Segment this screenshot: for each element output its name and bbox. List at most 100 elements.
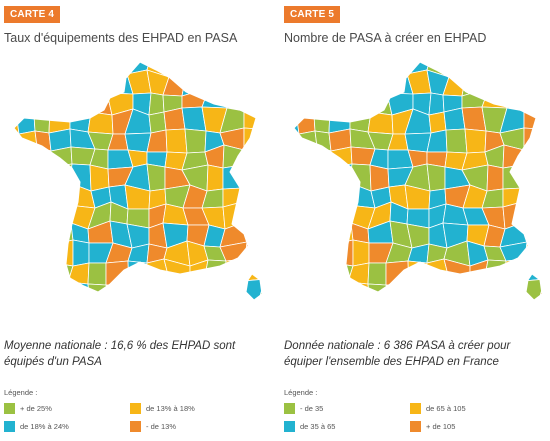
department-region bbox=[30, 223, 56, 246]
department-region bbox=[242, 62, 262, 77]
department-region bbox=[50, 182, 71, 209]
department-region bbox=[14, 202, 39, 225]
department-region bbox=[259, 144, 262, 170]
department-region bbox=[165, 128, 188, 154]
department-region bbox=[241, 201, 262, 223]
department-region bbox=[14, 146, 38, 170]
department-region bbox=[29, 89, 58, 116]
department-region bbox=[89, 164, 110, 192]
department-region bbox=[466, 277, 489, 300]
department-region bbox=[500, 71, 526, 89]
department-region bbox=[367, 283, 392, 300]
department-region bbox=[68, 68, 93, 96]
department-region bbox=[538, 183, 542, 211]
department-region bbox=[294, 223, 317, 243]
department-region bbox=[294, 68, 315, 96]
department-region bbox=[521, 164, 542, 189]
department-region bbox=[408, 278, 431, 300]
department-region bbox=[0, 53, 13, 76]
department-region bbox=[538, 242, 542, 261]
department-region bbox=[148, 92, 165, 116]
department-region bbox=[108, 62, 128, 75]
legend-title: Légende : bbox=[4, 388, 38, 397]
legend-item: + de 25% bbox=[4, 403, 52, 414]
department-region bbox=[87, 69, 110, 96]
department-region bbox=[206, 164, 224, 192]
legend-item: de 65 à 105 bbox=[410, 403, 466, 414]
department-region bbox=[264, 69, 270, 93]
department-region bbox=[14, 223, 37, 243]
department-region bbox=[242, 68, 262, 94]
department-region bbox=[404, 132, 432, 153]
department-region bbox=[30, 240, 54, 268]
department-region bbox=[29, 73, 58, 96]
department-region bbox=[108, 298, 130, 300]
department-region bbox=[294, 190, 299, 205]
department-region bbox=[15, 94, 35, 116]
department-region bbox=[370, 62, 390, 77]
department-region bbox=[367, 92, 393, 116]
department-region bbox=[105, 260, 130, 287]
legend-label: de 13% à 18% bbox=[146, 404, 195, 413]
department-region bbox=[426, 163, 446, 192]
department-region bbox=[14, 68, 18, 97]
department-region bbox=[538, 258, 542, 284]
legend-swatch-yellow bbox=[130, 403, 141, 414]
department-region bbox=[200, 69, 227, 89]
department-region bbox=[243, 107, 261, 130]
department-region bbox=[89, 298, 112, 300]
department-region bbox=[54, 204, 72, 228]
department-region bbox=[183, 62, 205, 75]
department-region bbox=[14, 62, 35, 76]
legend-label: - de 35 bbox=[300, 404, 324, 413]
department-region bbox=[294, 298, 300, 300]
department-region bbox=[294, 279, 300, 300]
department-region bbox=[87, 111, 114, 135]
department-region bbox=[294, 265, 297, 286]
department-region bbox=[259, 107, 262, 134]
department-region bbox=[503, 280, 525, 300]
map-badge: CARTE 5 bbox=[284, 6, 341, 23]
department-region bbox=[14, 266, 38, 285]
department-region bbox=[500, 62, 528, 77]
department-region bbox=[294, 182, 319, 205]
department-region bbox=[523, 107, 541, 130]
department-region bbox=[258, 258, 262, 284]
department-region bbox=[0, 169, 12, 191]
legend-item: + de 105 bbox=[410, 421, 455, 432]
legend-label: + de 105 bbox=[426, 422, 456, 431]
department-region bbox=[35, 262, 54, 285]
department-region bbox=[280, 147, 293, 170]
department-region bbox=[148, 111, 167, 134]
department-region bbox=[259, 128, 262, 150]
france-department-map bbox=[280, 61, 543, 300]
country-outline bbox=[245, 273, 263, 300]
department-region bbox=[14, 94, 18, 113]
department-region bbox=[294, 220, 299, 243]
department-region bbox=[334, 204, 352, 228]
department-region bbox=[407, 260, 428, 287]
department-region bbox=[294, 239, 299, 268]
department-region bbox=[445, 128, 468, 154]
department-region bbox=[328, 106, 351, 134]
department-region bbox=[294, 266, 318, 285]
department-region bbox=[14, 239, 19, 268]
legend-swatch-yellow bbox=[410, 403, 421, 414]
legend-swatch-orange bbox=[410, 421, 421, 432]
legend-label: de 35 à 65 bbox=[300, 422, 336, 431]
department-region bbox=[14, 279, 20, 300]
department-region bbox=[294, 146, 318, 170]
department-region bbox=[186, 277, 209, 300]
department-region bbox=[330, 280, 352, 300]
department-region bbox=[388, 62, 408, 75]
department-region bbox=[14, 298, 20, 300]
department-region bbox=[243, 87, 262, 112]
department-region bbox=[330, 146, 353, 168]
legend-item: de 35 à 65 bbox=[284, 421, 335, 432]
department-region bbox=[385, 260, 410, 287]
department-region bbox=[428, 111, 447, 134]
department-region bbox=[14, 265, 17, 286]
department-region bbox=[168, 62, 187, 78]
department-region bbox=[294, 94, 298, 113]
department-region bbox=[50, 262, 74, 283]
